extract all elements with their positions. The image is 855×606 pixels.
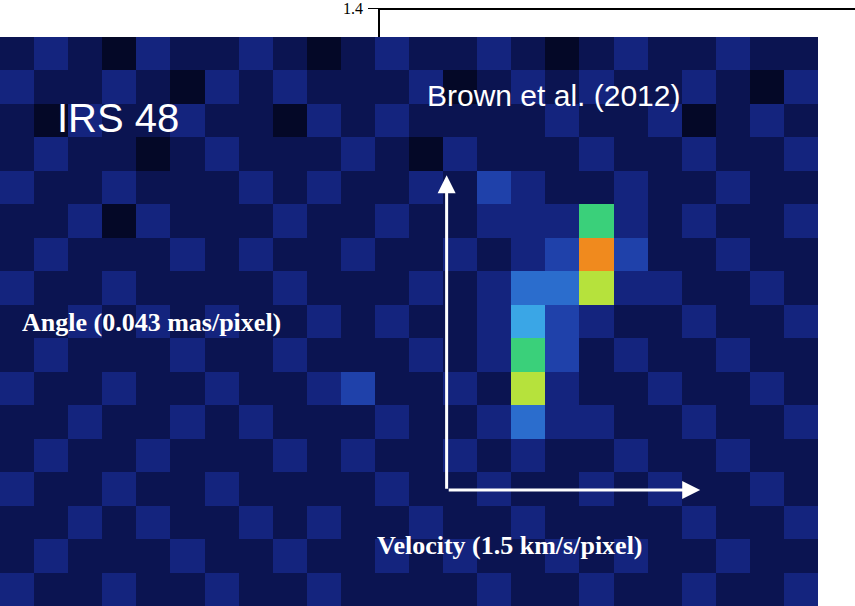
html-text:1.4: 1.4: [343, 0, 363, 17]
svg-text:Angle (0.043 mas/pixel): Angle (0.043 mas/pixel): [22, 308, 281, 337]
svg-text:IRS 48: IRS 48: [57, 96, 179, 140]
svg-text:Velocity (1.5 km/s/pixel): Velocity (1.5 km/s/pixel): [377, 531, 643, 560]
svg-text:Brown et al. (2012): Brown et al. (2012): [427, 79, 680, 112]
